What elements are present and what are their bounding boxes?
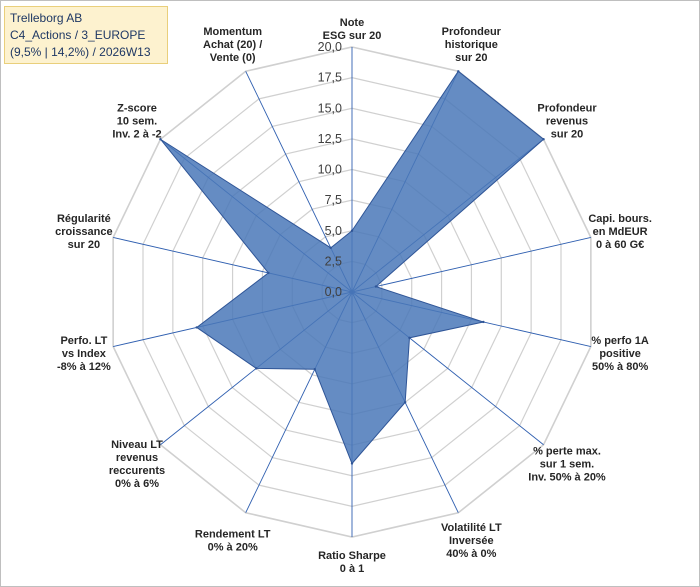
title-line-1: Trelleborg AB bbox=[10, 11, 83, 25]
axis-label-line: croissance bbox=[55, 226, 112, 238]
data-point bbox=[313, 368, 316, 371]
axis-label-line: Vente (0) bbox=[210, 52, 256, 64]
axis-label: Momentum Achat (20) / Vente (0) bbox=[203, 26, 262, 64]
data-point bbox=[195, 326, 198, 329]
tick-label: 12,5 bbox=[318, 132, 342, 146]
chart-title-box: Trelleborg AB C4_Actions / 3_EUROPE (9,5… bbox=[4, 6, 168, 64]
axis-label-line: Perfo. LT bbox=[60, 335, 107, 347]
data-point bbox=[457, 70, 460, 73]
data-point bbox=[374, 285, 378, 288]
tick-label: 10,0 bbox=[318, 163, 342, 177]
axis-label-line: sur 1 sem. bbox=[540, 458, 594, 470]
axis-label-line: 0 à 60 G€ bbox=[596, 239, 644, 251]
data-point bbox=[350, 229, 354, 232]
tick-label: 0,0 bbox=[325, 285, 342, 299]
axis-label-line: 0% à 20% bbox=[208, 541, 258, 553]
data-point bbox=[482, 320, 485, 324]
data-point bbox=[255, 367, 258, 370]
tick-label: 7,5 bbox=[325, 193, 342, 207]
axis-label-line: Z-score bbox=[117, 103, 157, 115]
axis-label: Ratio Sharpe 0 à 1 bbox=[318, 550, 386, 575]
axis-label-line: Profondeur bbox=[537, 103, 597, 115]
axis-label-line: vs Index bbox=[62, 348, 107, 360]
axis-label-line: % perte max. bbox=[533, 445, 601, 457]
axis-label-line: positive bbox=[599, 348, 641, 360]
axis-label: % perte max. sur 1 sem. Inv. 50% à 20% bbox=[528, 445, 606, 483]
axis-label-line: Capi. bours. bbox=[588, 213, 652, 225]
axis-label: Niveau LT revenus reccurents 0% à 6% bbox=[109, 439, 165, 490]
tick-label: 15,0 bbox=[318, 101, 342, 115]
axis-label: Profondeur historique sur 20 bbox=[442, 26, 502, 64]
data-point bbox=[159, 138, 162, 141]
title-line-2: C4_Actions / 3_EUROPE bbox=[10, 28, 146, 42]
data-point bbox=[542, 138, 545, 141]
axis-label-line: historique bbox=[445, 39, 498, 51]
axis-label: Capi. bours. en MdEUR 0 à 60 G€ bbox=[588, 213, 652, 251]
radar-tick-labels: 0,0 2,5 5,0 7,5 10,0 12,5 15,0 17,5 20,0 bbox=[318, 40, 342, 299]
axis-label: Profondeur revenus sur 20 bbox=[537, 103, 597, 141]
axis-label-line: -8% à 12% bbox=[57, 361, 111, 373]
axis-label-line: sur 20 bbox=[551, 129, 583, 141]
axis-label-line: 0 à 1 bbox=[340, 563, 364, 575]
tick-label: 5,0 bbox=[325, 224, 342, 238]
radar-series bbox=[159, 70, 545, 465]
axis-label-line: Rendement LT bbox=[195, 528, 271, 540]
axis-label: Perfo. LT vs Index -8% à 12% bbox=[57, 335, 111, 373]
axis-label-line: Momentum bbox=[203, 26, 262, 38]
data-point bbox=[408, 336, 411, 340]
title-line-3: (9,5% | 14,2%) / 2026W13 bbox=[10, 45, 151, 59]
radar-axis-labels: Note ESG sur 20 Profondeur historique sur 20… bbox=[55, 17, 652, 575]
axis-label-line: 40% à 0% bbox=[446, 548, 496, 560]
axis-label-line: Ratio Sharpe bbox=[318, 550, 386, 562]
axis-label-line: Note bbox=[340, 17, 364, 29]
axis-label-line: Inv. 2 à -2 bbox=[112, 129, 161, 141]
data-point bbox=[350, 462, 354, 465]
axis-label: Rendement LT 0% à 20% bbox=[195, 528, 271, 553]
axis-label-line: 10 sem. bbox=[117, 116, 157, 128]
axis-label-line: en MdEUR bbox=[593, 226, 648, 238]
axis-label: Note ESG sur 20 bbox=[323, 17, 382, 42]
axis-label: Régularité croissance sur 20 bbox=[55, 213, 112, 251]
axis-label: Z-score 10 sem. Inv. 2 à -2 bbox=[112, 103, 161, 141]
axis-label-line: 0% à 6% bbox=[115, 478, 159, 490]
tick-label: 2,5 bbox=[325, 254, 342, 268]
axis-label-line: Achat (20) / bbox=[203, 39, 262, 51]
axis-label-line: revenus bbox=[546, 116, 588, 128]
axis-label-line: ESG sur 20 bbox=[323, 30, 382, 42]
axis-label-line: Régularité bbox=[57, 213, 111, 225]
axis-label-line: reccurents bbox=[109, 465, 165, 477]
tick-label: 17,5 bbox=[318, 71, 342, 85]
axis-label-line: sur 20 bbox=[455, 52, 487, 64]
axis-label-line: sur 20 bbox=[68, 239, 100, 251]
tick-label: 20,0 bbox=[318, 40, 342, 54]
axis-label-line: Inv. 50% à 20% bbox=[528, 471, 606, 483]
axis-label-line: revenus bbox=[116, 452, 158, 464]
axis-label: Volatilité LT Inversée 40% à 0% bbox=[441, 522, 502, 560]
axis-label-line: % perfo 1A bbox=[591, 335, 649, 347]
axis-spoke bbox=[351, 237, 591, 293]
axis-label: % perfo 1A positive 50% à 80% bbox=[591, 335, 649, 373]
axis-label-line: Profondeur bbox=[442, 26, 502, 38]
data-point bbox=[329, 246, 332, 250]
axis-label-line: Inversée bbox=[449, 535, 494, 547]
axis-label-line: 50% à 80% bbox=[592, 361, 648, 373]
data-point bbox=[403, 401, 407, 404]
axis-label-line: Volatilité LT bbox=[441, 522, 502, 534]
data-point bbox=[267, 271, 270, 275]
axis-label-line: Niveau LT bbox=[111, 439, 163, 451]
